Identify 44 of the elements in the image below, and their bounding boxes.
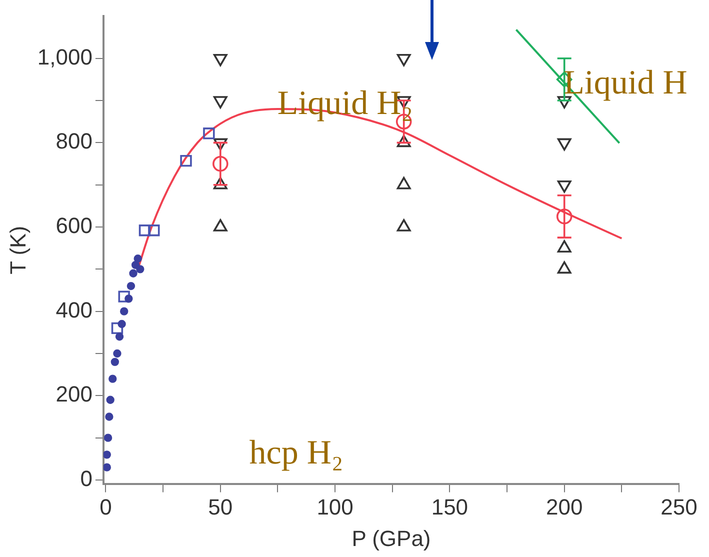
y-tick-label: 400 [56,297,92,322]
point [213,54,228,66]
point [212,156,228,172]
point [104,434,112,442]
point [203,128,215,140]
point [129,269,138,278]
y-tick-label: 1,000 [37,44,92,70]
x-tick-label: 150 [431,494,468,520]
annotation: hcp H₂ [249,434,344,472]
point [115,332,124,341]
x-tick-label: 250 [660,494,698,520]
x-axis-title: P (GPa) [352,526,431,551]
point [557,180,572,193]
point [113,349,122,358]
point [138,224,151,236]
point [396,54,411,66]
point [120,307,128,316]
y-tick-label: 800 [56,128,92,154]
point [108,374,117,383]
x-tick-label: 100 [316,494,354,520]
y-tick-label: 0 [80,466,92,492]
point [180,154,192,167]
point [124,294,133,303]
x-tick-label: 200 [546,494,583,520]
point [111,322,124,334]
point [148,224,160,236]
point [213,96,228,108]
point [118,290,130,302]
x-tick-label: 50 [208,494,233,520]
point [126,282,136,290]
point [557,138,572,151]
point [110,358,120,366]
y-tick-label: 200 [56,382,92,407]
y-axis-title: T (K) [5,226,30,274]
point [106,396,114,404]
point [103,463,111,472]
point [103,450,111,459]
x-tick-label: 0 [100,494,112,520]
point [556,208,572,224]
point [136,265,144,274]
point [105,412,114,421]
point [213,138,228,151]
y-tick-label: 600 [56,213,92,238]
point [134,254,142,263]
